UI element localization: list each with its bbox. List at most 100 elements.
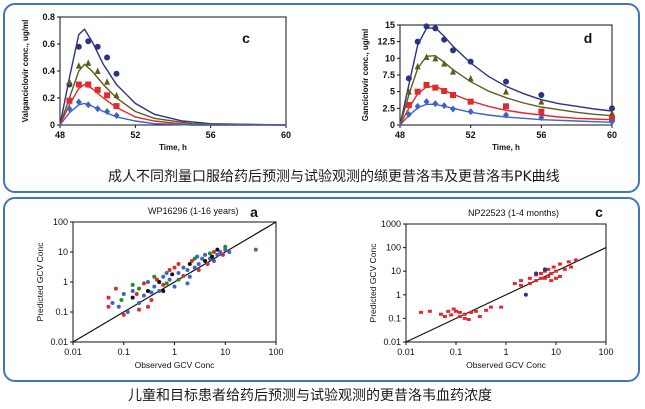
pk-valganciclovir-y-axis-title: Valganciclovir conc., ug/ml — [21, 20, 30, 123]
scatter-wp16296-chart-title: WP16296 (1-16 years) — [148, 206, 239, 216]
pk-valganciclovir-ytick-label: 0 — [50, 120, 55, 130]
scatter-wp16296-data-point — [141, 293, 146, 298]
pk-valganciclovir-data-point — [94, 43, 101, 50]
scatter-wp16296-xtick-label: 1 — [172, 347, 177, 357]
scatter-np22523-data-point — [534, 279, 539, 283]
pk-ganciclovir-data-point — [423, 23, 430, 30]
scatter-np22523-x-axis-title: Observed GCV Conc — [466, 360, 547, 370]
scatter-np22523-data-point — [523, 292, 528, 297]
scatter-np22523-data-point — [457, 310, 462, 314]
pk-valganciclovir-data-point — [85, 101, 92, 109]
scatter-wp16296-data-point — [176, 277, 181, 282]
scatter-wp16296-data-point — [137, 307, 142, 312]
pk-valganciclovir-ytick-label: 0.2 — [42, 93, 55, 103]
pk-ganciclovir-data-point — [432, 25, 439, 32]
pk-valganciclovir-data-point — [75, 98, 82, 106]
scatter-wp16296-data-point — [203, 259, 208, 264]
scatter-np22523-ytick-label: 0.01 — [383, 337, 401, 347]
scatter-wp16296-data-point — [185, 281, 190, 286]
pk-valganciclovir-data-point — [113, 70, 120, 77]
scatter-np22523-data-point — [499, 305, 504, 309]
pk-valganciclovir-data-point — [104, 54, 111, 61]
pk-valganciclovir-data-point — [75, 43, 82, 50]
pk-valganciclovir-data-point — [113, 103, 120, 110]
pk-ganciclovir-data-point — [405, 88, 412, 95]
scatter-wp16296-panel-letter: a — [250, 204, 258, 220]
scatter-wp16296-data-point — [170, 272, 175, 277]
scatter-wp16296-data-point — [176, 261, 181, 266]
pk-ganciclovir-ytick-label: 2.5 — [382, 103, 395, 113]
scatter-wp16296-data-point — [203, 252, 208, 257]
pk-ganciclovir-data-point — [467, 74, 474, 82]
scatter-np22523-xtick-label: 1 — [503, 347, 508, 357]
scatter-np22523-data-point — [466, 317, 471, 321]
scatter-np22523-ytick-label: 0.1 — [388, 313, 401, 323]
scatter-wp16296-data-point — [223, 247, 228, 252]
scatter-np22523-data-point — [519, 279, 524, 283]
pk-valganciclovir-ytick-label: 0.8 — [42, 12, 55, 22]
pk-valganciclovir-series-line — [59, 63, 287, 126]
pk-ganciclovir-ytick-label: 7.5 — [382, 70, 395, 80]
scatter-np22523-data-point — [488, 305, 493, 309]
scatter-wp16296-data-point — [121, 312, 126, 317]
scatter-np22523-data-point — [549, 279, 554, 283]
scatter-wp16296-ytick-label: 0.1 — [55, 307, 68, 317]
scatter-wp16296-data-point — [106, 304, 111, 309]
scatter-np22523-xtick-label: 100 — [598, 347, 613, 357]
scatter-np22523-data-point — [477, 315, 482, 319]
pk-ganciclovir-data-point — [405, 102, 412, 108]
pk-valganciclovir-ytick-label: 0.6 — [42, 39, 55, 49]
pk-ganciclovir-y-axis-title: Ganciclovir conc., ug/ml — [361, 29, 370, 121]
scatter-wp16296-data-point — [113, 286, 118, 291]
scatter-np22523-data-point — [457, 315, 462, 319]
scatter-np22523-data-point — [534, 271, 539, 276]
scatter-wp16296-y-axis-title: Predicted GCV Conc — [35, 242, 45, 322]
scatter-wp16296-xtick-label: 100 — [268, 347, 283, 357]
pk-ganciclovir-data-point — [503, 88, 509, 95]
pk-ganciclovir-ytick-label: 10 — [385, 53, 395, 63]
scatter-wp16296-xtick-label: 0.1 — [117, 347, 130, 357]
scatter-wp16296-data-point — [223, 244, 228, 249]
pk-ganciclovir-data-point — [503, 78, 509, 85]
scatter-np22523-data-point — [519, 283, 524, 287]
pk-valganciclovir-data-point — [85, 59, 92, 66]
pk-ganciclovir-series-line — [399, 85, 613, 126]
scatter-np22523-data-point — [473, 309, 478, 313]
scatter-wp16296-data-point — [189, 259, 194, 264]
scatter-np22523-data-point — [566, 260, 571, 264]
scatter-wp16296-data-point — [149, 290, 154, 295]
pk-valganciclovir-data-point — [104, 108, 111, 115]
scatter-wp16296-xtick-label: 0.01 — [64, 347, 82, 357]
pk-ganciclovir-ytick-label: 0 — [390, 120, 395, 130]
pk-ganciclovir-data-point — [467, 58, 474, 65]
pk-ganciclovir-data-point — [450, 92, 456, 98]
pk-ganciclovir-data-point — [423, 82, 430, 88]
scatter-wp16296-identity-line — [72, 221, 277, 343]
pk-valganciclovir-data-point — [85, 38, 92, 45]
pk-ganciclovir-data-point — [450, 68, 456, 75]
scatter-np22523-data-point — [512, 282, 517, 286]
scatter-wp16296-data-point — [145, 304, 150, 309]
scatter-wp16296-data-point — [211, 259, 216, 264]
scatter-np22523-data-point — [419, 310, 424, 314]
scatter-np22523-y-axis-title: Predicted GCV Conc — [368, 243, 378, 323]
scatter-wp16296-data-point — [119, 298, 124, 303]
pk-ganciclovir-data-point — [414, 102, 421, 110]
scatter-np22523-xtick-label: 0.1 — [450, 347, 463, 357]
pk-ganciclovir-data-point — [467, 108, 474, 116]
scatter-np22523-panel-letter: c — [595, 204, 603, 220]
pk-ganciclovir-ytick-label: 15 — [385, 20, 395, 30]
scatter-wp16296-x-axis-title: Observed GCV Conc — [135, 360, 216, 370]
scatter-wp16296-data-point — [141, 281, 146, 286]
pk-valganciclovir-data-point — [75, 81, 82, 88]
pk-valganciclovir-data-point — [94, 67, 101, 74]
scatter-np22523-data-point — [551, 265, 556, 269]
scatter-wp16296-data-point — [137, 286, 142, 291]
scatter-wp16296-data-point — [172, 265, 177, 270]
scatter-wp16296-data-point — [130, 282, 135, 287]
scatter-np22523-ytick-label: 10 — [391, 266, 401, 276]
scatter-np22523-data-point — [462, 312, 467, 316]
pk-ganciclovir-data-point — [441, 102, 448, 110]
pk-ganciclovir-data-point — [432, 100, 439, 108]
